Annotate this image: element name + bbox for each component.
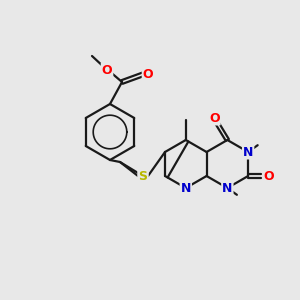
Text: O: O — [264, 169, 274, 182]
Text: O: O — [143, 68, 153, 80]
Text: N: N — [181, 182, 191, 194]
Text: O: O — [102, 64, 112, 76]
Text: N: N — [243, 146, 253, 158]
Text: S: S — [139, 169, 148, 182]
Text: N: N — [222, 182, 233, 194]
Text: O: O — [209, 112, 220, 124]
Text: S: S — [139, 169, 148, 182]
